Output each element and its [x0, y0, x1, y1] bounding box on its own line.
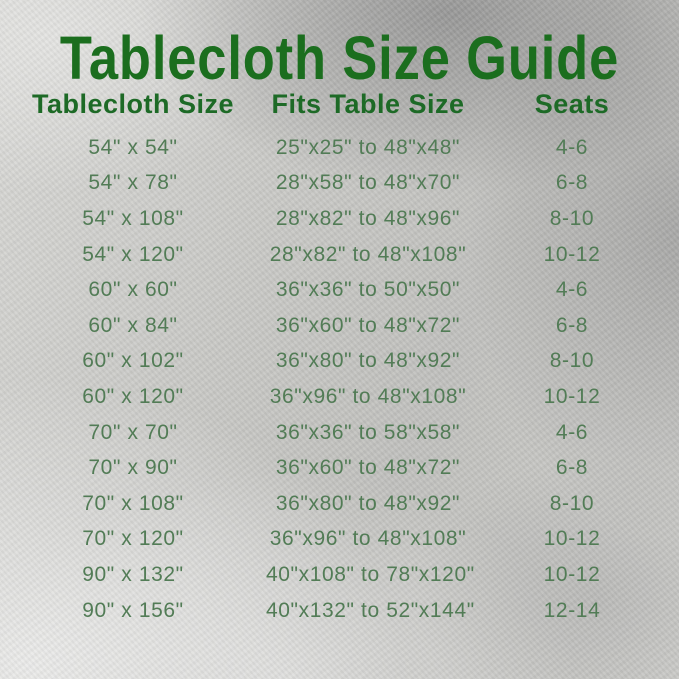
seats-cell: 4-6 — [555, 278, 589, 302]
fits-table-size-cell: 28"x82" to 48"x96" — [275, 206, 461, 230]
table-row: 60" x 102" 36"x80" to 48"x92" 8-10 — [0, 344, 674, 380]
seats-cell: 8-10 — [549, 491, 595, 515]
tablecloth-size-cell: 60" x 102" — [82, 349, 184, 373]
seats-cell: 4-6 — [555, 135, 589, 159]
tablecloth-size-cell: 54" x 108" — [82, 206, 184, 230]
column-header-fits-table-size: Fits Table Size — [271, 88, 465, 119]
table-row: 60" x 120" 36"x96" to 48"x108" 10-12 — [0, 379, 674, 415]
page-title: Tablecloth Size Guide — [59, 24, 620, 92]
tablecloth-size-cell: 60" x 120" — [82, 384, 184, 408]
seats-cell: 8-10 — [549, 349, 595, 373]
table-row: 90" x 132" 40"x108" to 78"x120" 10-12 — [0, 557, 674, 593]
column-header-tablecloth-size: Tablecloth Size — [31, 88, 235, 119]
tablecloth-size-cell: 70" x 90" — [88, 456, 178, 480]
table-row: 60" x 60" 36"x36" to 50"x50" 4-6 — [0, 272, 674, 308]
tablecloth-size-cell: 60" x 84" — [88, 313, 178, 337]
table-row: 54" x 54" 25"x25" to 48"x48" 4-6 — [0, 130, 674, 166]
table-row: 70" x 120" 36"x96" to 48"x108" 10-12 — [0, 522, 674, 558]
fits-table-size-cell: 36"x80" to 48"x92" — [275, 491, 461, 515]
tablecloth-size-cell: 70" x 120" — [82, 527, 184, 551]
fits-table-size-cell: 40"x132" to 52"x144" — [266, 598, 475, 622]
fits-table-size-cell: 40"x108" to 78"x120" — [266, 562, 475, 586]
fits-table-size-cell: 36"x36" to 58"x58" — [275, 420, 461, 444]
tablecloth-size-cell: 70" x 108" — [82, 491, 184, 515]
seats-cell: 12-14 — [543, 598, 601, 622]
table-row: 60" x 84" 36"x60" to 48"x72" 6-8 — [0, 308, 674, 344]
table-row: 70" x 90" 36"x60" to 48"x72" 6-8 — [0, 450, 674, 486]
fits-table-size-cell: 36"x60" to 48"x72" — [275, 313, 461, 337]
fits-table-size-cell: 36"x36" to 50"x50" — [275, 278, 461, 302]
tablecloth-size-cell: 54" x 78" — [88, 171, 178, 195]
fits-table-size-cell: 36"x60" to 48"x72" — [275, 456, 461, 480]
seats-cell: 4-6 — [555, 420, 589, 444]
seats-cell: 6-8 — [555, 313, 589, 337]
size-guide-table: Tablecloth Size Fits Table Size Seats 54… — [0, 84, 674, 628]
fits-table-size-cell: 36"x96" to 48"x108" — [269, 384, 467, 408]
fits-table-size-cell: 28"x58" to 48"x70" — [275, 171, 461, 195]
table-header-row: Tablecloth Size Fits Table Size Seats — [0, 84, 674, 124]
tablecloth-size-cell: 54" x 120" — [82, 242, 184, 266]
tablecloth-size-cell: 60" x 60" — [88, 278, 178, 302]
fits-table-size-cell: 36"x80" to 48"x92" — [275, 349, 461, 373]
tablecloth-size-cell: 70" x 70" — [88, 420, 178, 444]
tablecloth-size-cell: 54" x 54" — [88, 135, 178, 159]
fits-table-size-cell: 25"x25" to 48"x48" — [275, 135, 461, 159]
tablecloth-size-cell: 90" x 132" — [82, 562, 184, 586]
seats-cell: 10-12 — [543, 242, 601, 266]
fits-table-size-cell: 28"x82" to 48"x108" — [269, 242, 467, 266]
table-row: 70" x 108" 36"x80" to 48"x92" 8-10 — [0, 486, 674, 522]
seats-cell: 10-12 — [543, 562, 601, 586]
seats-cell: 10-12 — [543, 527, 601, 551]
column-header-seats: Seats — [534, 88, 610, 119]
tablecloth-size-cell: 90" x 156" — [82, 598, 184, 622]
table-body: 54" x 54" 25"x25" to 48"x48" 4-6 54" x 7… — [0, 130, 674, 628]
table-row: 90" x 156" 40"x132" to 52"x144" 12-14 — [0, 593, 674, 629]
seats-cell: 8-10 — [549, 206, 595, 230]
seats-cell: 10-12 — [543, 384, 601, 408]
table-row: 54" x 78" 28"x58" to 48"x70" 6-8 — [0, 166, 674, 202]
seats-cell: 6-8 — [555, 171, 589, 195]
table-row: 54" x 108" 28"x82" to 48"x96" 8-10 — [0, 201, 674, 237]
seats-cell: 6-8 — [555, 456, 589, 480]
table-row: 70" x 70" 36"x36" to 58"x58" 4-6 — [0, 415, 674, 451]
table-row: 54" x 120" 28"x82" to 48"x108" 10-12 — [0, 237, 674, 273]
fits-table-size-cell: 36"x96" to 48"x108" — [269, 527, 467, 551]
